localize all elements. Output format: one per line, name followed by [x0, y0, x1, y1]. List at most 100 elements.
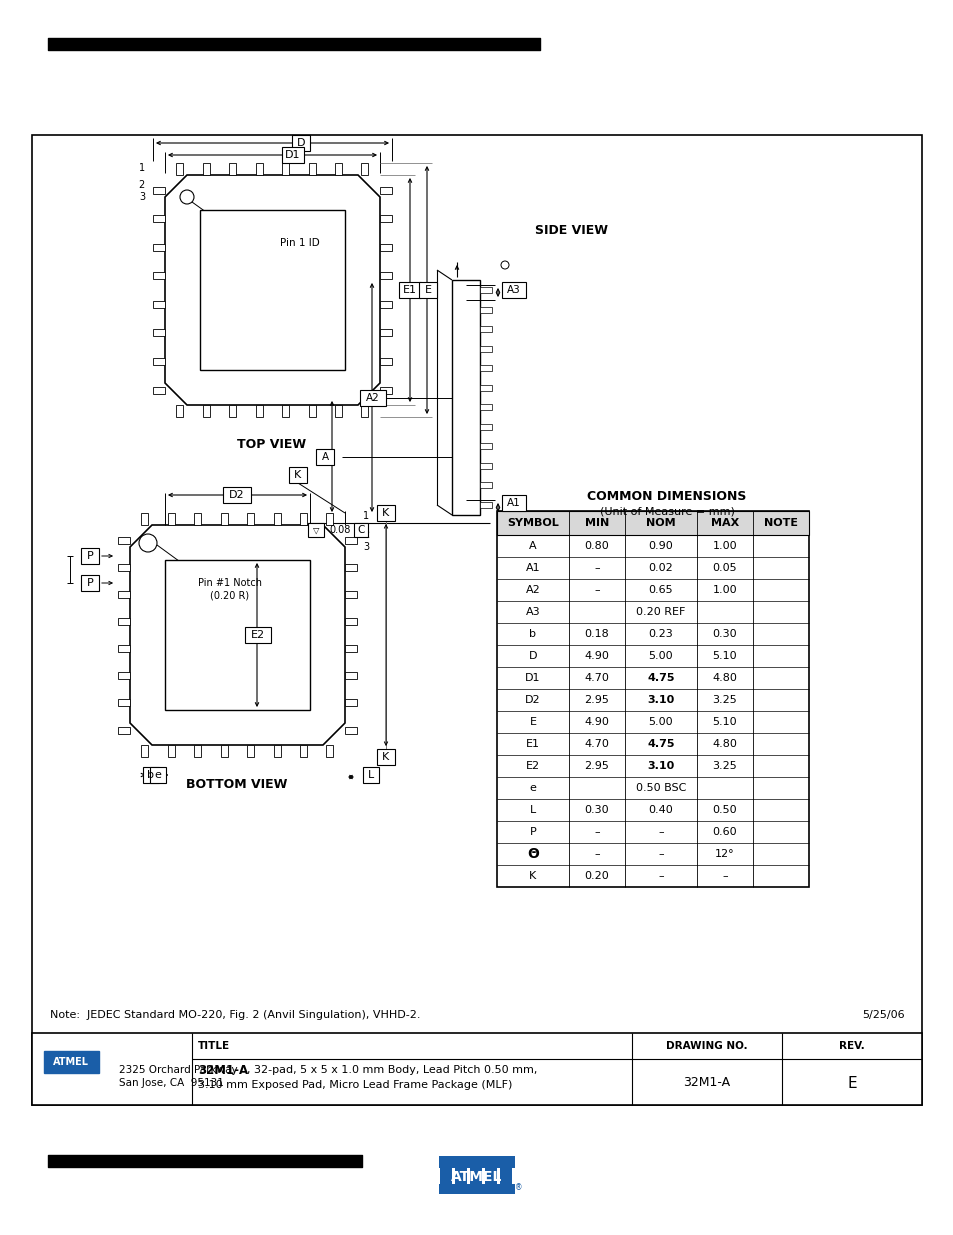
Bar — [118, 563, 130, 571]
Text: E2: E2 — [251, 630, 265, 640]
Text: Pin 1 ID: Pin 1 ID — [280, 238, 319, 248]
Bar — [497, 511, 808, 887]
Bar — [292, 135, 310, 151]
Bar — [143, 767, 159, 783]
Bar — [203, 405, 210, 417]
Text: –: – — [658, 871, 663, 881]
Text: 32M1-A: 32M1-A — [682, 1077, 730, 1089]
Text: 0.60: 0.60 — [712, 827, 737, 837]
Text: E: E — [424, 285, 431, 295]
Text: 4.80: 4.80 — [712, 673, 737, 683]
Bar — [438, 1184, 515, 1194]
Bar — [455, 1168, 467, 1184]
Bar — [81, 576, 99, 592]
Text: E1: E1 — [525, 739, 539, 748]
Text: A2: A2 — [525, 585, 539, 595]
Bar — [379, 387, 392, 394]
Bar — [479, 287, 492, 293]
Bar — [229, 405, 236, 417]
Bar — [81, 548, 99, 564]
Text: Note:  JEDEC Standard MO-220, Fig. 2 (Anvil Singulation), VHHD-2.: Note: JEDEC Standard MO-220, Fig. 2 (Anv… — [50, 1010, 420, 1020]
Bar — [479, 385, 492, 390]
Bar — [165, 559, 310, 710]
Text: A: A — [529, 541, 537, 551]
Text: 3.10: 3.10 — [647, 761, 674, 771]
Bar — [152, 215, 165, 222]
Text: –: – — [594, 563, 599, 573]
Text: 0.18: 0.18 — [584, 629, 609, 638]
Bar — [499, 1168, 512, 1184]
Bar — [345, 645, 356, 652]
Text: 2: 2 — [138, 180, 145, 190]
Text: 5/25/06: 5/25/06 — [862, 1010, 904, 1020]
Text: 4.80: 4.80 — [712, 739, 737, 748]
Bar — [484, 1168, 497, 1184]
Bar — [479, 501, 492, 508]
Text: 3: 3 — [363, 542, 369, 552]
Bar — [152, 272, 165, 279]
Bar — [168, 745, 174, 757]
Bar — [289, 467, 307, 483]
Bar — [300, 513, 307, 525]
Text: –: – — [721, 871, 727, 881]
Text: 0.23: 0.23 — [648, 629, 673, 638]
Text: P: P — [529, 827, 536, 837]
Bar — [345, 563, 356, 571]
Text: TITLE: TITLE — [198, 1041, 230, 1051]
Text: –: – — [658, 848, 663, 860]
Bar — [418, 282, 436, 298]
Bar — [479, 306, 492, 312]
Bar — [479, 463, 492, 469]
Polygon shape — [165, 175, 379, 405]
Text: 0.30: 0.30 — [584, 805, 609, 815]
Text: 0.50: 0.50 — [712, 805, 737, 815]
Bar — [141, 745, 149, 757]
Bar — [315, 450, 334, 466]
Text: 4.75: 4.75 — [646, 739, 674, 748]
Text: 5.00: 5.00 — [648, 651, 673, 661]
Bar — [152, 186, 165, 194]
Text: b: b — [529, 629, 536, 638]
Bar — [361, 405, 368, 417]
Text: A3: A3 — [525, 606, 539, 618]
Text: 1: 1 — [139, 163, 145, 173]
Text: ▽: ▽ — [313, 526, 319, 535]
Text: A1: A1 — [507, 498, 520, 508]
Bar — [282, 147, 304, 163]
Text: 4.75: 4.75 — [646, 673, 674, 683]
Text: ®: ® — [515, 1183, 522, 1193]
Bar — [497, 511, 808, 535]
Bar — [376, 505, 395, 521]
Text: 2.95: 2.95 — [584, 761, 609, 771]
Bar — [354, 522, 368, 537]
Text: 4.90: 4.90 — [584, 718, 609, 727]
Text: 4.90: 4.90 — [584, 651, 609, 661]
Bar — [308, 522, 324, 537]
Bar — [176, 405, 183, 417]
Bar — [168, 513, 174, 525]
Text: L: L — [368, 769, 374, 781]
Bar — [274, 513, 280, 525]
Bar — [345, 699, 356, 706]
Bar — [345, 672, 356, 679]
Text: 0.40: 0.40 — [648, 805, 673, 815]
Text: 2325 Orchard Parkway: 2325 Orchard Parkway — [119, 1065, 237, 1074]
Text: 2: 2 — [363, 530, 369, 540]
Text: P: P — [87, 551, 93, 561]
Text: 3.10: 3.10 — [647, 695, 674, 705]
Text: D: D — [528, 651, 537, 661]
Bar — [220, 513, 228, 525]
Bar — [470, 1168, 481, 1184]
Text: (Unit of Measure = mm): (Unit of Measure = mm) — [598, 506, 734, 516]
Text: P: P — [87, 578, 93, 588]
Bar — [379, 358, 392, 364]
Text: 0.50 BSC: 0.50 BSC — [635, 783, 685, 793]
Bar — [118, 699, 130, 706]
Text: K: K — [294, 471, 301, 480]
Text: 0.08: 0.08 — [329, 525, 351, 535]
Bar — [32, 135, 921, 1105]
Text: 2.95: 2.95 — [584, 695, 609, 705]
Bar — [255, 163, 262, 175]
Text: A: A — [321, 452, 328, 462]
Text: C: C — [357, 525, 364, 535]
